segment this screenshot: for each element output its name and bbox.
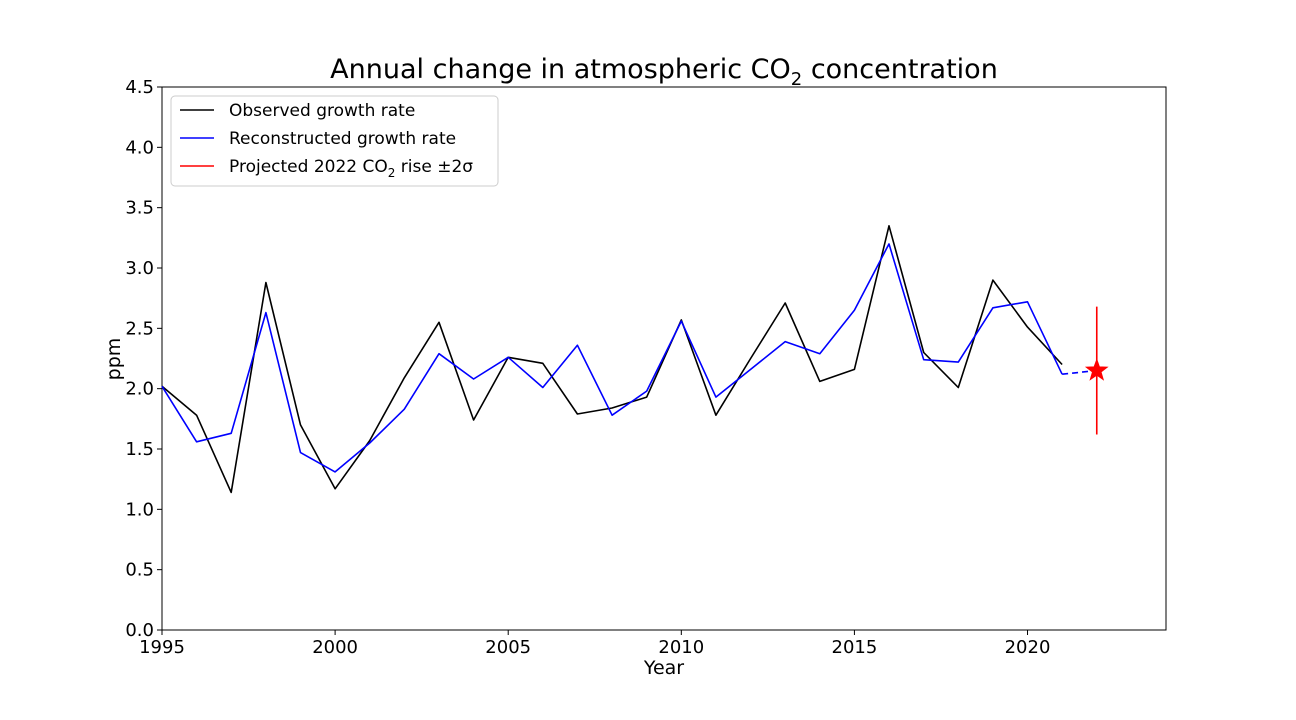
legend-label-observed: Observed growth rate <box>229 101 415 121</box>
legend-label-projected: Projected 2022 CO2 rise ±2σ <box>229 157 473 180</box>
legend-label-reconstructed: Reconstructed growth rate <box>229 129 456 149</box>
y-tick-label: 1.0 <box>125 499 154 520</box>
chart-title: Annual change in atmospheric CO2 concent… <box>330 54 998 90</box>
y-tick-label: 4.0 <box>125 137 154 158</box>
x-tick-label: 2020 <box>1005 637 1051 658</box>
x-tick-label: 1995 <box>139 637 185 658</box>
y-axis-label: ppm <box>103 338 125 381</box>
y-tick-label: 2.0 <box>125 379 154 400</box>
y-tick-label: 3.0 <box>125 258 154 279</box>
x-axis: 1995 2000 2005 2010 2015 2020 <box>139 630 1050 658</box>
plot-area: 1995 2000 2005 2010 2015 2020 0.0 0.5 1.0 1.5 2.0… <box>125 77 1167 658</box>
y-tick-label: 0.5 <box>125 560 154 581</box>
series-layer <box>161 225 1063 494</box>
x-tick-label: 2010 <box>658 637 704 658</box>
plot-frame <box>161 86 1167 631</box>
projection-star-marker <box>1084 358 1109 381</box>
projection-layer <box>1062 306 1109 435</box>
y-axis: 0.0 0.5 1.0 1.5 2.0 2.5 3.0 3.5 4.0 4.5 <box>125 77 162 641</box>
reconstructed-growth-line <box>161 243 1063 473</box>
y-tick-label: 4.5 <box>125 77 154 98</box>
y-tick-label: 3.5 <box>125 198 154 219</box>
y-tick-label: 2.5 <box>125 318 154 339</box>
y-tick-label: 0.0 <box>125 620 154 641</box>
observed-growth-line <box>161 225 1063 494</box>
y-tick-label: 1.5 <box>125 439 154 460</box>
legend: Observed growth rate Reconstructed growt… <box>170 95 499 187</box>
x-axis-label: Year <box>643 657 684 679</box>
x-tick-label: 2015 <box>832 637 878 658</box>
x-tick-label: 2005 <box>485 637 531 658</box>
x-tick-label: 2000 <box>312 637 358 658</box>
legend-box <box>170 95 499 187</box>
projection-link-dashed <box>1062 369 1097 375</box>
